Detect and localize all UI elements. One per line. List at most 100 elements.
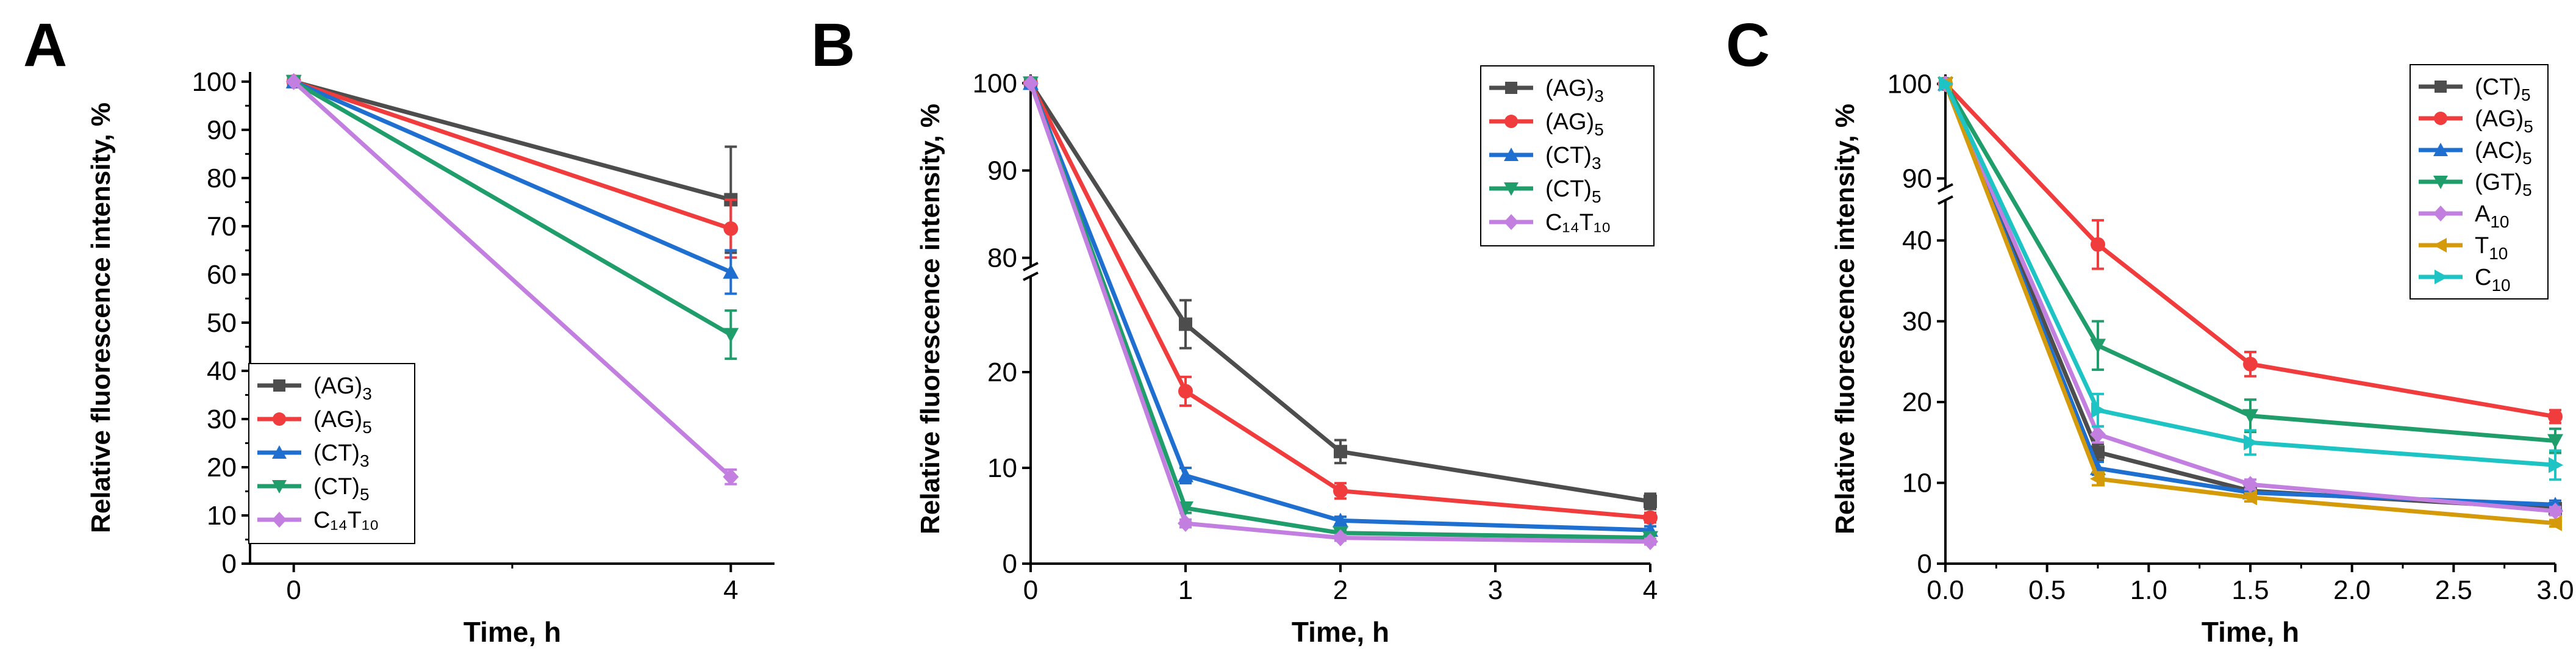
data-point [723,264,739,279]
data-point [2242,489,2257,506]
legend-swatch-marker [2433,176,2448,189]
x-tick-label: 0 [286,575,301,605]
data-point [2547,502,2563,520]
legend-swatch-marker [2433,143,2448,156]
axis-break-mark [1937,195,1953,205]
y-tick-label: 50 [207,308,237,338]
x-axis-title: Time, h [2202,616,2299,648]
y-tick-label: 40 [207,356,237,386]
series-line [1943,83,2556,467]
data-point [2242,476,2258,493]
series-c10 [1939,76,2563,481]
y-tick-label: 0 [222,549,237,579]
x-tick-label: 0.5 [2028,575,2066,605]
legend: (AG)3 (AG)5(CT)3 (CT)5 C₁₄T₁₀ [248,363,415,544]
legend-label: (AG)5 [2475,106,2533,136]
data-point [1023,74,1039,92]
y-axis-title: Relative fluorescence intensity, % [915,104,945,534]
data-point [1333,483,1348,498]
y-axis-title: Relative fluorescence intensity, % [1830,104,1860,534]
axis-break-mark [1937,183,1953,193]
y-tick-label: 80 [207,163,237,193]
legend-swatch-marker [1504,182,1519,196]
series-ag5 [286,74,739,259]
legend-swatch-marker [272,445,287,459]
legend-swatch-marker [1504,115,1518,128]
legend-label: (CT)5 [1545,176,1601,206]
data-point [1179,317,1192,331]
data-point [1178,467,1193,483]
data-point [2548,409,2563,424]
data-point [723,328,739,343]
x-tick-label: 4 [723,575,738,605]
data-point [1643,510,1658,525]
series-ag3 [1024,76,1657,511]
data-point [2549,457,2563,473]
legend-box [1480,65,1655,246]
legend-label: T10 [2475,233,2508,263]
y-tick-label: 30 [1902,307,1932,337]
panel-B: B 0 10 20 80 90 100 0 1 2 3 4 Time, h Relative fluore… [811,11,1658,648]
x-axis-title: Time, h [1292,616,1389,648]
x-axis-title: Time, h [463,616,561,648]
data-point [1939,76,1953,92]
x-tick-label: 2 [1333,575,1348,605]
data-point [1333,529,1348,547]
panel-letter-A: A [23,11,67,79]
series-line [1943,83,2556,526]
data-point [2547,515,2562,531]
series-line [1944,82,2556,419]
x-tick-label: 1.0 [2130,575,2167,605]
legend-swatch-marker [1505,82,1517,94]
legend-label: C10 [2475,265,2511,295]
legend-swatch-marker [273,379,285,392]
series-line [1943,82,2556,443]
y-tick-label: 60 [207,260,237,290]
y-tick-label: 20 [1902,387,1932,417]
legend-label: (GT)5 [2475,170,2532,199]
x-tick-label: 0.0 [1927,575,1964,605]
y-tick-label: 100 [973,68,1017,98]
panel-letter-C: C [1726,11,1770,79]
y-tick-label: 90 [207,115,237,145]
axis-break-mark [1023,271,1039,281]
x-tick-label: 0 [1023,575,1038,605]
panel-A: A 0 10 20 30 40 50 60 70 80 90 100 0 4 Time, h Relative… [23,11,775,648]
data-point [1178,501,1193,516]
series-ct [1023,74,1658,550]
legend-swatch-marker [2435,81,2447,93]
y-tick-label: 20 [207,453,237,483]
series-line [293,79,732,202]
series-line [1943,83,2556,514]
series-line [293,79,732,231]
series-ct [285,73,739,486]
data-point [2242,409,2258,424]
x-tick-label: 2.0 [2333,575,2370,605]
y-tick-label: 0 [1917,549,1932,579]
y-tick-label: 90 [1902,164,1932,194]
data-point [1334,445,1347,459]
x-tick-label: 1.5 [2231,575,2269,605]
y-tick-label: 30 [207,404,237,434]
legend-swatch-marker [273,412,286,426]
data-point [2090,470,2105,487]
y-tick-label: 80 [987,243,1017,273]
y-tick-label: 40 [1902,226,1932,256]
x-tick-label: 2.5 [2435,575,2472,605]
y-tick-label: 70 [207,212,237,242]
y-tick-label: 10 [1902,468,1932,498]
panel-letter-B: B [811,11,855,79]
series-line [292,79,732,337]
legend-swatch-marker [1504,214,1519,230]
axis-break-mark [1023,262,1039,271]
series-ct3 [1023,75,1658,537]
series-line [1028,82,1651,533]
legend-swatch-marker [2433,206,2448,221]
data-point [2090,426,2106,443]
legend-swatch-marker [2434,112,2447,125]
data-point [1333,512,1348,528]
y-tick-label: 0 [1003,549,1017,579]
data-point [1178,515,1193,533]
